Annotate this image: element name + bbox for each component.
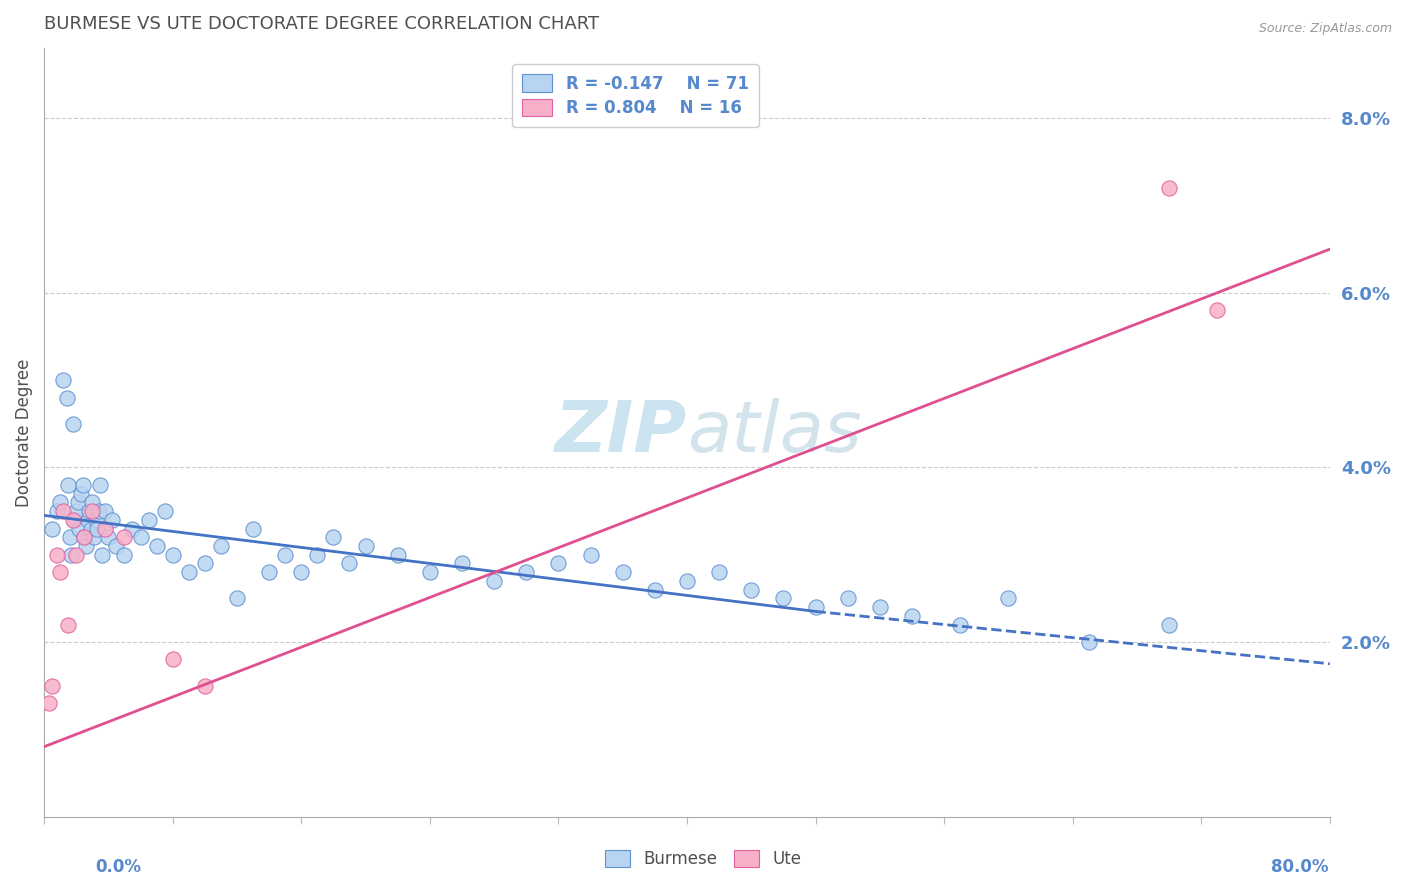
Point [1157,181,1180,195]
Point [339,557,361,571]
Point [49,495,72,509]
Point [290,565,312,579]
Point [145,539,167,553]
Point [84,513,107,527]
Point [94,504,117,518]
Point [63,513,86,527]
Point [58,617,80,632]
Point [322,530,344,544]
Point [86,521,108,535]
Point [419,565,441,579]
Y-axis label: Doctorate Degree: Doctorate Degree [15,359,32,507]
Point [274,548,297,562]
Point [997,591,1019,606]
Point [80,521,103,535]
Point [451,557,474,571]
Point [515,565,537,579]
Point [82,504,104,518]
Point [52,373,75,387]
Point [73,530,96,544]
Point [73,530,96,544]
Point [94,521,117,535]
Point [62,513,84,527]
Point [138,513,160,527]
Point [82,495,104,509]
Point [242,521,264,535]
Point [1206,303,1229,318]
Point [804,600,827,615]
Point [105,539,128,553]
Point [65,548,87,562]
Point [89,478,111,492]
Text: 0.0%: 0.0% [96,858,142,876]
Point [77,504,100,518]
Point [55,391,77,405]
Point [129,530,152,544]
Point [76,513,98,527]
Point [121,521,143,535]
Point [387,548,409,562]
Point [100,513,122,527]
Point [177,565,200,579]
Point [307,548,329,562]
Point [162,548,184,562]
Point [1157,617,1180,632]
Point [579,548,602,562]
Point [612,565,634,579]
Point [226,591,249,606]
Text: atlas: atlas [688,398,862,467]
Point [707,565,730,579]
Point [153,504,176,518]
Point [162,652,184,666]
Point [72,478,94,492]
Point [49,565,72,579]
Point [772,591,794,606]
Point [949,617,972,632]
Point [114,548,136,562]
Point [65,504,87,518]
Point [58,478,80,492]
Point [59,530,82,544]
Point [46,504,69,518]
Point [97,530,120,544]
Point [209,539,232,553]
Point [901,608,924,623]
Point [66,495,89,509]
Point [194,679,217,693]
Point [60,548,83,562]
Point [38,696,60,710]
Point [114,530,136,544]
Text: ZIP: ZIP [555,398,688,467]
Point [194,557,217,571]
Point [257,565,280,579]
Point [46,548,69,562]
Point [52,504,75,518]
Point [62,417,84,431]
Point [41,679,63,693]
Point [837,591,859,606]
Point [83,530,105,544]
Point [482,574,505,588]
Point [41,521,63,535]
Point [676,574,699,588]
Point [740,582,762,597]
Point [75,539,97,553]
Point [1077,635,1099,649]
Point [91,548,114,562]
Point [87,504,110,518]
Text: Source: ZipAtlas.com: Source: ZipAtlas.com [1258,22,1392,36]
Text: 80.0%: 80.0% [1271,858,1329,876]
Text: BURMESE VS UTE DOCTORATE DEGREE CORRELATION CHART: BURMESE VS UTE DOCTORATE DEGREE CORRELAT… [44,15,599,33]
Legend: Burmese, Ute: Burmese, Ute [598,843,808,875]
Legend: R = -0.147    N = 71, R = 0.804    N = 16: R = -0.147 N = 71, R = 0.804 N = 16 [512,64,759,128]
Point [69,521,91,535]
Point [354,539,377,553]
Point [644,582,666,597]
Point [70,486,93,500]
Point [547,557,569,571]
Point [869,600,891,615]
